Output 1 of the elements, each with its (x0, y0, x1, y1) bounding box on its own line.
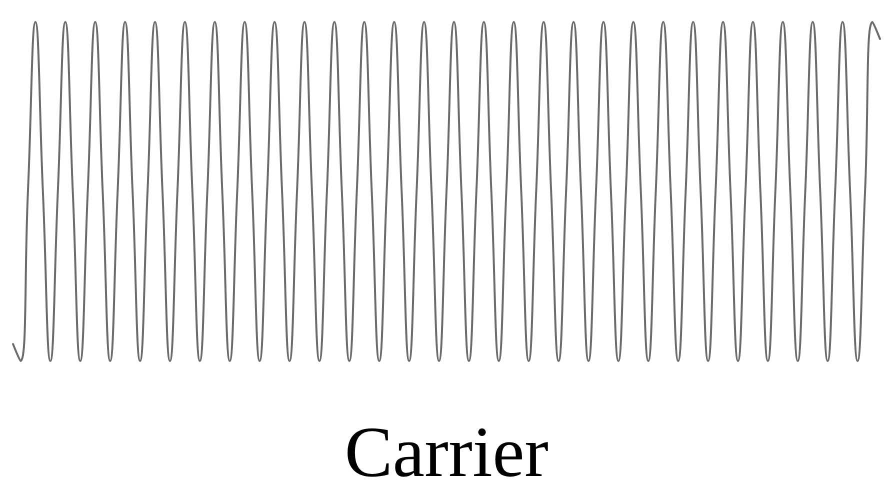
x-axis-title: Carrier (344, 412, 548, 492)
